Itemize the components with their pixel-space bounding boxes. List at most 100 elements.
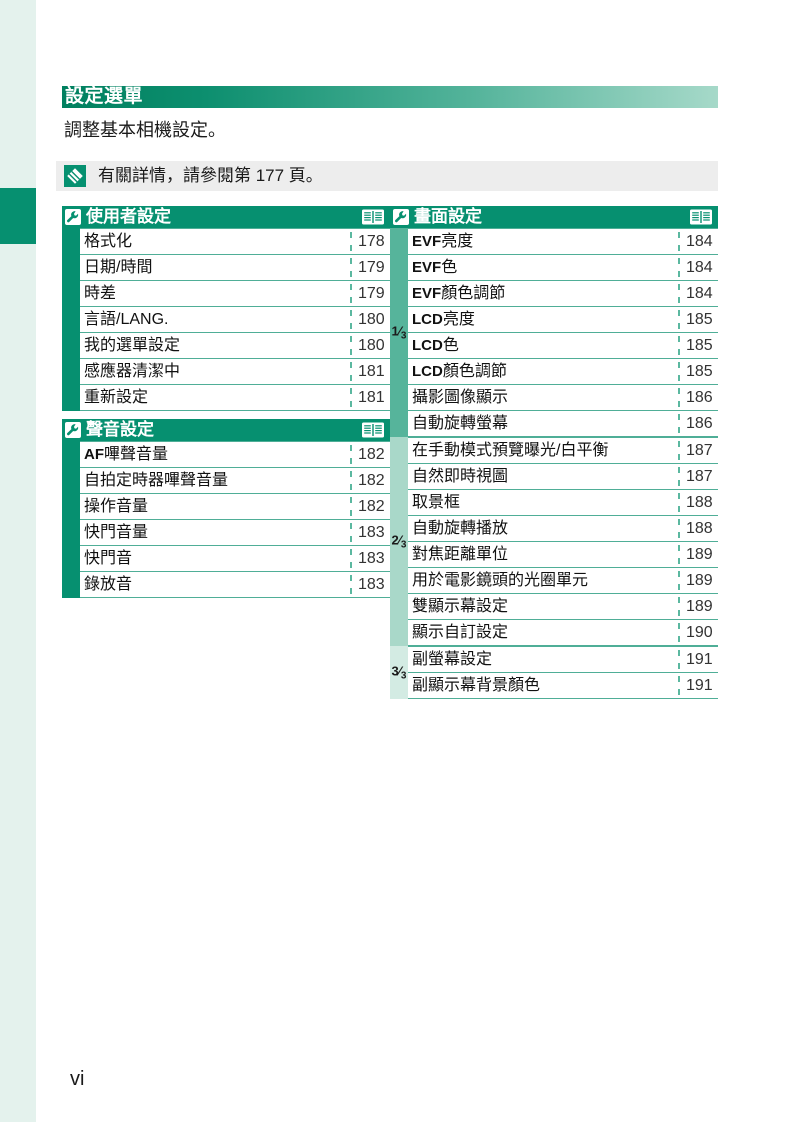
menu-row[interactable]: 快門音量 183 [80,520,390,546]
menu-row[interactable]: 言語/LANG. 180 [80,307,390,333]
row-divider [678,493,680,512]
menu-row-page-number: 182 [358,446,385,463]
menu-group: 3⁄3 副螢幕設定 191 副顯示幕背景顏色 191 [390,646,718,699]
menu-row-label: 用於電影鏡頭的光圈單元 [412,572,589,589]
menu-row[interactable]: EVF亮度 184 [408,228,718,255]
menu-column-left: 使用者設定 格式化 178 日期/時間 179 時差 179 言語/LANG. 180 我的選單設… [62,206,390,606]
menu-row[interactable]: 自動旋轉螢幕 186 [408,411,718,437]
menu-row-page-number: 179 [358,285,385,302]
menu-row-label: 對焦距離單位 [412,546,509,563]
menu-group: 1⁄3 EVF亮度 184 EVF色 184 EVF顏色調節 184 LCD亮度 185 LCD色… [390,228,718,437]
menu-row[interactable]: 錄放音 183 [80,572,390,598]
menu-row-label: 副顯示幕背景顏色 [412,677,541,694]
menu-row-label: AF嗶聲音量 [84,446,169,463]
menu-row-label: EVF顏色調節 [412,285,506,302]
menu-row[interactable]: 攝影圖像顯示 186 [408,385,718,411]
menu-row-label: EVF亮度 [412,233,474,250]
menu-row[interactable]: 用於電影鏡頭的光圈單元 189 [408,568,718,594]
menu-row-page-number: 191 [686,677,713,694]
menu-row-page-number: 182 [358,472,385,489]
menu-row-page-number: 187 [686,442,713,459]
menu-row[interactable]: EVF顏色調節 184 [408,281,718,307]
wrench-icon [393,209,409,225]
menu-row[interactable]: 操作音量 182 [80,494,390,520]
row-divider [350,284,352,303]
menu-row[interactable]: LCD色 185 [408,333,718,359]
menu-row-page-number: 183 [358,550,385,567]
menu-row-label: 在手動模式預覽曝光/白平衡 [412,442,609,459]
menu-table-header: 聲音設定 [62,419,390,441]
menu-row-page-number: 183 [358,576,385,593]
menu-group-gutter [62,441,80,598]
row-divider [350,549,352,568]
menu-group-gutter [62,228,80,411]
menu-row[interactable]: 顯示自訂設定 190 [408,620,718,646]
row-divider [350,336,352,355]
menu-row-label: 自動旋轉播放 [412,520,509,537]
row-divider [678,336,680,355]
menu-row[interactable]: 自動旋轉播放 188 [408,516,718,542]
menu-row[interactable]: 雙顯示幕設定 189 [408,594,718,620]
menu-group: AF嗶聲音量 182 自拍定時器嗶聲音量 182 操作音量 182 快門音量 183 快門音 18… [62,441,390,598]
menu-row-label: 言語/LANG. [84,311,169,328]
menu-row-page-number: 190 [686,624,713,641]
menu-row-page-number: 188 [686,494,713,511]
menu-row-page-number: 181 [358,363,385,380]
menu-group-gutter: 2⁄3 [390,437,408,646]
menu-row[interactable]: 在手動模式預覽曝光/白平衡 187 [408,437,718,464]
row-divider [678,414,680,433]
menu-table-title: 畫面設定 [414,207,482,226]
menu-group-rows: AF嗶聲音量 182 自拍定時器嗶聲音量 182 操作音量 182 快門音量 183 快門音 18… [80,441,390,598]
menu-row-page-number: 184 [686,285,713,302]
menu-group-gutter: 3⁄3 [390,646,408,699]
menu-row-page-number: 184 [686,233,713,250]
menu-row[interactable]: 日期/時間 179 [80,255,390,281]
menu-row[interactable]: 感應器清潔中 181 [80,359,390,385]
menu-row-page-number: 182 [358,498,385,515]
row-divider [678,545,680,564]
menu-row[interactable]: 我的選單設定 180 [80,333,390,359]
menu-row[interactable]: 重新設定 181 [80,385,390,411]
row-divider [678,676,680,695]
menu-row-label: LCD色 [412,337,459,354]
menu-row-label: 錄放音 [84,576,133,593]
menu-row[interactable]: 對焦距離單位 189 [408,542,718,568]
menu-row-page-number: 181 [358,389,385,406]
menu-row[interactable]: EVF色 184 [408,255,718,281]
menu-row[interactable]: 副顯示幕背景顏色 191 [408,673,718,699]
menu-group: 2⁄3 在手動模式預覽曝光/白平衡 187 自然即時視圖 187 取景框 188 自動旋轉播放… [390,437,718,646]
menu-row[interactable]: LCD顏色調節 185 [408,359,718,385]
menu-group-page-marker: 3⁄3 [391,662,407,682]
menu-row-page-number: 185 [686,363,713,380]
row-divider [678,388,680,407]
menu-row[interactable]: 自拍定時器嗶聲音量 182 [80,468,390,494]
open-book-icon [361,421,385,439]
menu-table-screen-settings: 畫面設定 1⁄3 EVF亮度 184 EVF色 184 EVF顏色調節 184 LCD亮度 185… [390,206,718,699]
row-divider [350,445,352,464]
menu-column-right: 畫面設定 1⁄3 EVF亮度 184 EVF色 184 EVF顏色調節 184 LCD亮度 185… [390,206,718,707]
thumb-index-tab [0,188,36,244]
menu-row[interactable]: 取景框 188 [408,490,718,516]
menu-row[interactable]: 格式化 178 [80,228,390,255]
menu-table-sound-settings: 聲音設定 AF嗶聲音量 182 自拍定時器嗶聲音量 182 操作音量 182 快門音量 183 快… [62,419,390,598]
row-divider [678,258,680,277]
menu-row[interactable]: 快門音 183 [80,546,390,572]
menu-row-page-number: 178 [358,233,385,250]
menu-row-page-number: 184 [686,259,713,276]
menu-row[interactable]: AF嗶聲音量 182 [80,441,390,468]
menu-row[interactable]: 副螢幕設定 191 [408,646,718,673]
menu-group-page-marker: 1⁄3 [391,322,407,342]
menu-row-label: 自拍定時器嗶聲音量 [84,472,229,489]
menu-row[interactable]: 時差 179 [80,281,390,307]
menu-row-label: 副螢幕設定 [412,651,493,668]
menu-row[interactable]: LCD亮度 185 [408,307,718,333]
menu-row-label: 時差 [84,285,117,302]
menu-row-page-number: 179 [358,259,385,276]
folio-page-number: vi [70,1068,85,1090]
row-divider [678,623,680,642]
row-divider [678,441,680,460]
menu-row-label: EVF色 [412,259,458,276]
menu-table-header: 畫面設定 [390,206,718,228]
menu-row[interactable]: 自然即時視圖 187 [408,464,718,490]
